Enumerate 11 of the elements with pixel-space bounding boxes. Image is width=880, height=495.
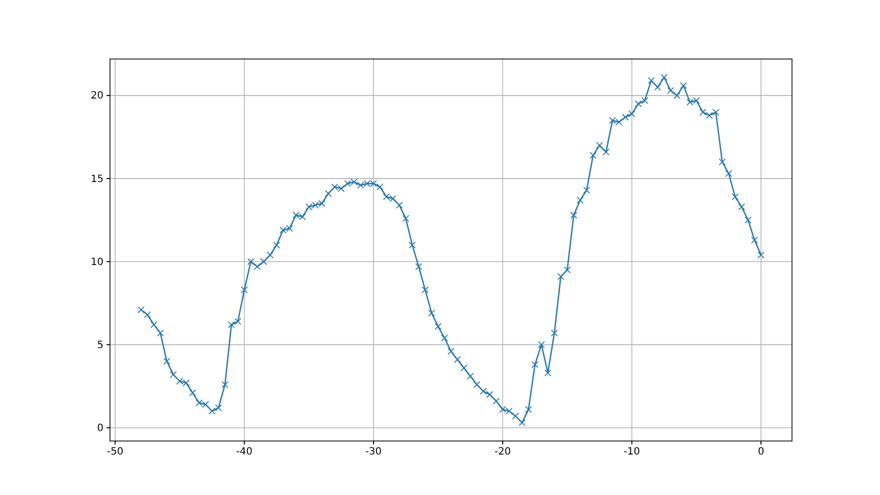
x-tick-label: -40: [236, 446, 253, 458]
x-tick-label: -10: [624, 446, 640, 458]
y-tick-label: 5: [97, 340, 104, 351]
x-tick-label: 0: [758, 446, 764, 458]
x-tick-label: -30: [365, 446, 382, 458]
y-tick-label: 10: [90, 256, 104, 268]
y-tick-label: 15: [90, 174, 104, 185]
x-tick-label: -20: [494, 446, 511, 458]
x-tick-label: -50: [106, 446, 124, 458]
y-tick-label: 20: [90, 90, 104, 102]
y-tick-label: 0: [97, 422, 104, 434]
